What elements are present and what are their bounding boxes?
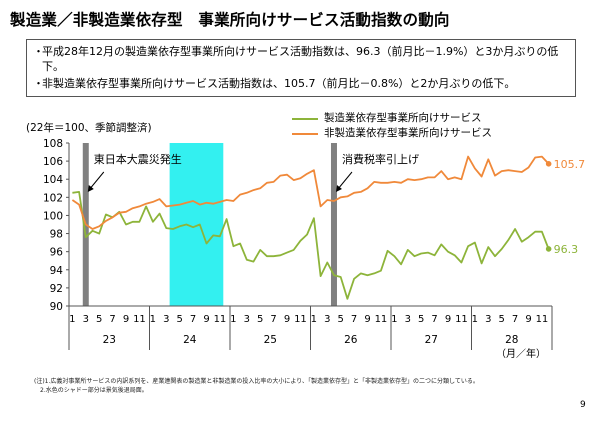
x-tick-label: 5 [499, 314, 505, 325]
y-tick-label: 104 [43, 174, 63, 186]
summary-text-manufacturing: 平成28年12月の製造業依存型事業所向けサービス活動指数は、96.3（前月比－1… [42, 45, 559, 73]
end-value-label: 96.3 [554, 243, 579, 256]
page-title: 製造業／非製造業依存型 事業所向けサービス活動指数の動向 [10, 11, 450, 29]
y-tick-label: 106 [43, 156, 63, 168]
event-label-1: 東日本大震災発生 [94, 152, 182, 166]
x-tick-label: 9 [445, 314, 451, 325]
bullet-icon: ・ [33, 45, 44, 58]
year-label: 24 [183, 334, 197, 346]
x-tick-label: 3 [485, 314, 491, 325]
legend-swatch-manufacturing [292, 117, 318, 120]
footnote-2: 2.水色のシャドー部分は景気後退局面。 [34, 387, 148, 394]
x-tick-label: 5 [338, 314, 344, 325]
x-tick-label: 7 [190, 314, 196, 325]
end-value-label: 105.7 [554, 158, 586, 171]
event-arrowhead-2 [335, 185, 342, 192]
event-arrow-1 [89, 171, 105, 190]
x-tick-label: 9 [364, 314, 370, 325]
x-tick-label: 5 [96, 314, 102, 325]
x-tick-label: 3 [324, 314, 330, 325]
y-tick-label: 90 [50, 301, 63, 313]
x-tick-label: 9 [284, 314, 290, 325]
x-tick-label: 11 [455, 314, 468, 325]
x-tick-label: 7 [270, 314, 276, 325]
x-tick-label: 3 [244, 314, 250, 325]
year-label: 27 [425, 334, 438, 346]
x-tick-label: 3 [405, 314, 411, 325]
x-tick-label: 7 [512, 314, 518, 325]
y-tick-label: 94 [50, 265, 64, 277]
x-tick-label: 3 [163, 314, 169, 325]
year-label: 26 [344, 334, 358, 346]
legend-label-manufacturing: 製造業依存型事業所向けサービス [324, 112, 482, 124]
legend-label-non-manufacturing: 非製造業依存型事業所向けサービス [324, 127, 492, 139]
y-tick-label: 100 [43, 210, 63, 222]
summary-text-non-manufacturing: 非製造業依存型事業所向けサービス活動指数は、105.7（前月比－0.8%）と2か… [42, 77, 516, 90]
data-point [545, 161, 552, 167]
event-label-2: 消費税率引上げ [342, 152, 419, 166]
footnote-1: (注)1.広義対事業所サービスの内訳系列を、産業連関表の製造業と非製造業の投入比… [34, 378, 479, 385]
x-tick-label: 3 [83, 314, 89, 325]
summary-item-manufacturing: ・ 平成28年12月の製造業依存型事業所向けサービス活動指数は、96.3（前月比… [33, 44, 569, 74]
y-tick-label: 102 [43, 192, 63, 204]
footnotes: (注)1.広義対事業所サービスの内訳系列を、産業連関表の製造業と非製造業の投入比… [34, 377, 479, 395]
x-tick-label: 7 [351, 314, 357, 325]
x-tick-label: 1 [472, 314, 478, 325]
legend-item-manufacturing: 製造業依存型事業所向けサービス [292, 111, 492, 126]
x-tick-label: 5 [418, 314, 424, 325]
x-tick-label: 1 [391, 314, 397, 325]
x-tick-label: 1 [150, 314, 156, 325]
data-point [545, 246, 552, 252]
event-arrowhead-1 [87, 185, 94, 192]
legend-swatch-non-manufacturing [292, 132, 318, 135]
bullet-icon: ・ [33, 77, 44, 90]
legend-item-non-manufacturing: 非製造業依存型事業所向けサービス [292, 126, 492, 141]
y-tick-label: 98 [50, 229, 63, 241]
recession-shade [169, 143, 224, 306]
x-tick-label: 5 [177, 314, 183, 325]
x-tick-label: 11 [214, 314, 227, 325]
x-tick-label: 1 [69, 314, 75, 325]
x-tick-label: 11 [536, 314, 549, 325]
x-tick-label: 11 [294, 314, 307, 325]
series-line-non-manufacturing [71, 155, 550, 230]
x-tick-label: 9 [525, 314, 531, 325]
x-tick-label: 7 [431, 314, 437, 325]
x-tick-label: 9 [123, 314, 129, 325]
series-line-manufacturing [72, 190, 550, 300]
event-bar-2 [330, 143, 337, 306]
summary-box: ・ 平成28年12月の製造業依存型事業所向けサービス活動指数は、96.3（前月比… [26, 39, 576, 97]
event-arrow-2 [337, 171, 353, 190]
x-tick-label: 7 [109, 314, 115, 325]
year-label: 23 [103, 334, 116, 346]
y-tick-label: 92 [50, 283, 63, 295]
page-number: 9 [580, 400, 586, 410]
x-unit-label: （月／年） [496, 347, 546, 360]
x-tick-label: 1 [230, 314, 236, 325]
x-tick-label: 1 [311, 314, 317, 325]
chart-legend: 製造業依存型事業所向けサービス 非製造業依存型事業所向けサービス [292, 111, 492, 141]
summary-item-non-manufacturing: ・ 非製造業依存型事業所向けサービス活動指数は、105.7（前月比－0.8%）と… [33, 76, 569, 91]
x-tick-label: 9 [203, 314, 209, 325]
y-tick-label: 108 [43, 138, 63, 150]
y-tick-label: 96 [50, 247, 64, 259]
index-base-note: (22年＝100、季節調整済) [26, 122, 152, 134]
year-label: 25 [264, 334, 277, 346]
year-label: 28 [505, 334, 518, 346]
x-tick-label: 11 [133, 314, 146, 325]
x-tick-label: 11 [375, 314, 388, 325]
x-tick-label: 5 [257, 314, 263, 325]
